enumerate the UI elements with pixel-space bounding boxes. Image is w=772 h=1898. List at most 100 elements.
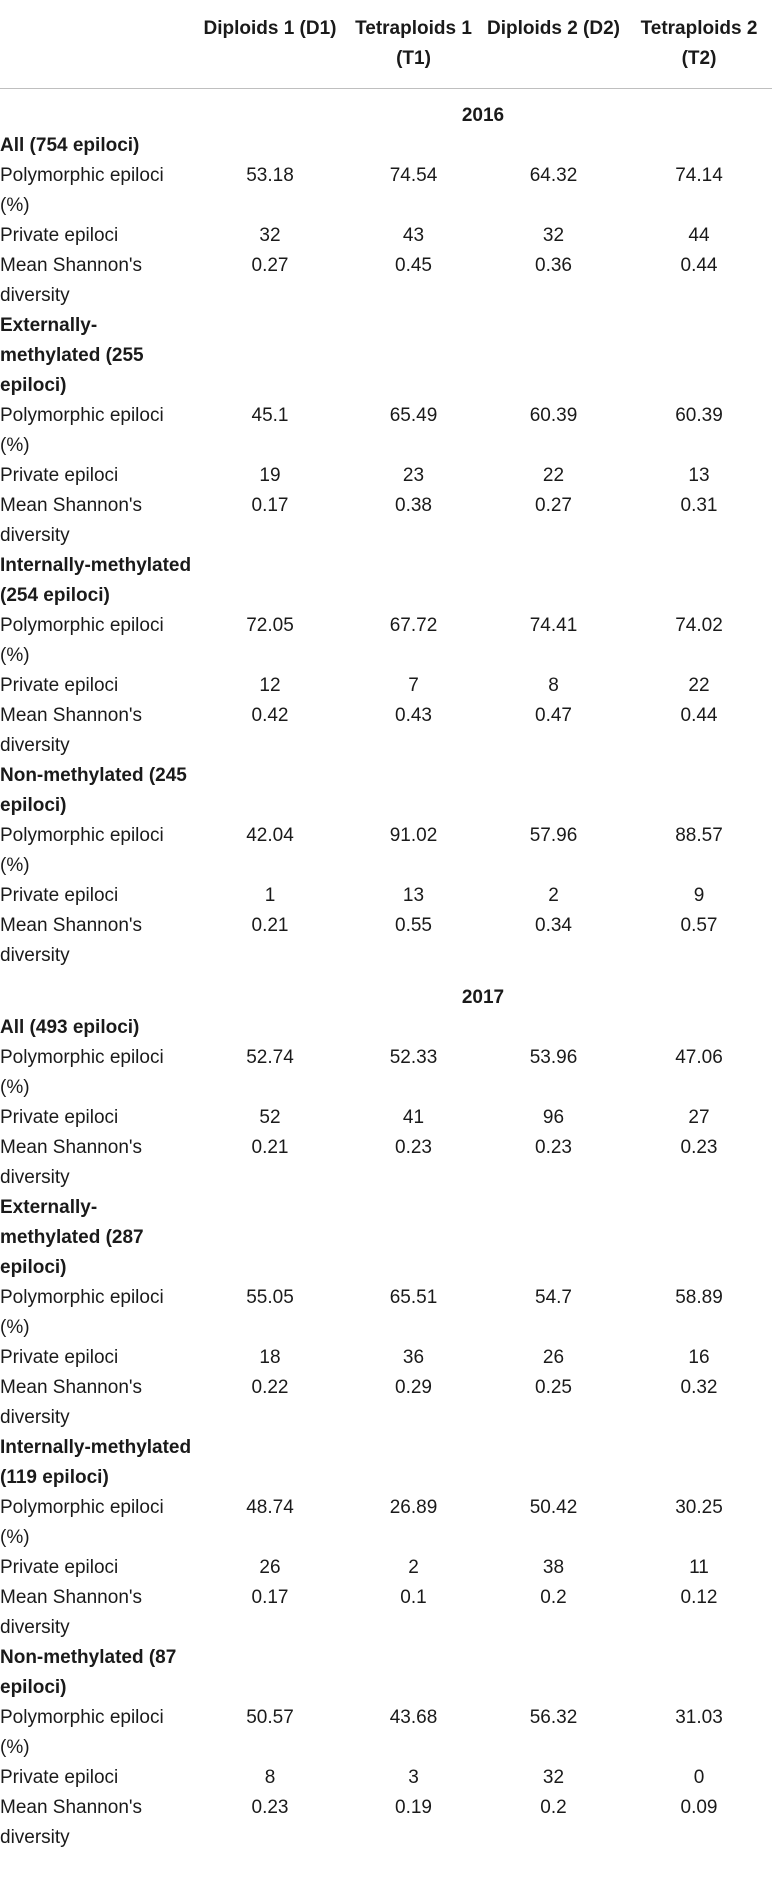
value-cell: 11 — [689, 1556, 709, 1578]
row-label: Mean Shannon's diversity — [0, 1376, 143, 1428]
value-cell: 0.1 — [400, 1586, 427, 1608]
table-row: Private epiloci 19 23 22 13 — [0, 461, 772, 491]
value-cell: 22 — [688, 674, 710, 696]
group-title: Externally-methylated (287 epiloci) — [0, 1196, 144, 1278]
value-cell: 96 — [542, 1106, 565, 1128]
row-label: Private epiloci — [0, 674, 119, 696]
value-cell: 72.05 — [246, 614, 294, 636]
empty-cell — [194, 1643, 346, 1703]
group-row: Externally-methylated (255 epiloci) — [0, 311, 772, 401]
value-cell: 18 — [259, 1346, 281, 1368]
value-cell: 67.72 — [389, 614, 438, 636]
row-label: Private epiloci — [0, 1556, 119, 1578]
value-cell: 23 — [402, 464, 425, 486]
empty-cell — [346, 1013, 481, 1043]
value-cell: 0.23 — [680, 1136, 718, 1158]
value-cell: 41 — [402, 1106, 425, 1128]
value-cell: 50.42 — [529, 1496, 578, 1518]
empty-cell — [346, 1193, 481, 1283]
value-cell: 64.32 — [529, 164, 578, 186]
year-spacer-cell — [0, 88, 194, 131]
value-cell: 2 — [548, 884, 559, 906]
empty-cell — [626, 761, 772, 821]
group-title: Internally-methylated (119 epiloci) — [0, 1436, 192, 1488]
empty-cell — [194, 1013, 346, 1043]
header-cell-d2: Diploids 2 (D2) — [486, 18, 620, 39]
value-cell: 3 — [408, 1766, 419, 1788]
header-cell-t2: Tetraploids 2 (T2) — [640, 18, 758, 69]
value-cell: 32 — [542, 1766, 565, 1788]
table-row: Polymorphic epiloci (%) 42.04 91.02 57.96 88… — [0, 821, 772, 881]
value-cell: 0.27 — [251, 254, 289, 276]
table-row: Private epiloci 32 43 32 44 — [0, 221, 772, 251]
empty-cell — [481, 551, 626, 611]
value-cell: 0.22 — [251, 1376, 289, 1398]
table-row: Polymorphic epiloci (%) 72.05 67.72 74.41 74… — [0, 611, 772, 671]
value-cell: 26 — [542, 1346, 565, 1368]
empty-cell — [346, 311, 481, 401]
row-label: Private epiloci — [0, 1106, 119, 1128]
table-row: Mean Shannon's diversity 0.22 0.29 0.25 0.32 — [0, 1373, 772, 1433]
row-label: Polymorphic epiloci (%) — [0, 164, 164, 216]
table-row: Polymorphic epiloci (%) 50.57 43.68 56.32 31… — [0, 1703, 772, 1763]
table-row: Polymorphic epiloci (%) 53.18 74.54 64.32 74… — [0, 161, 772, 221]
value-cell: 19 — [259, 464, 281, 486]
empty-cell — [194, 761, 346, 821]
row-label: Polymorphic epiloci (%) — [0, 824, 164, 876]
header-row: Diploids 1 (D1) Tetraploids 1 (T1) Diplo… — [0, 0, 772, 88]
year-row: 2017 — [0, 971, 772, 1013]
value-cell: 0 — [693, 1766, 705, 1788]
data-table: Diploids 1 (D1) Tetraploids 1 (T1) Diplo… — [0, 0, 772, 1853]
header-cell-d1: Diploids 1 (D1) — [203, 18, 337, 39]
value-cell: 9 — [693, 884, 705, 906]
value-cell: 0.09 — [680, 1796, 718, 1818]
value-cell: 13 — [402, 884, 425, 906]
value-cell: 31.03 — [675, 1706, 723, 1728]
group-row: Internally-methylated (254 epiloci) — [0, 551, 772, 611]
value-cell: 52.33 — [389, 1046, 438, 1068]
empty-cell — [481, 1193, 626, 1283]
value-cell: 26 — [259, 1556, 281, 1578]
empty-cell — [194, 1193, 346, 1283]
table-row: Polymorphic epiloci (%) 52.74 52.33 53.96 47… — [0, 1043, 772, 1103]
value-cell: 65.49 — [389, 404, 438, 426]
empty-cell — [626, 1643, 772, 1703]
value-cell: 0.42 — [251, 704, 289, 726]
table-header: Diploids 1 (D1) Tetraploids 1 (T1) Diplo… — [0, 0, 772, 88]
group-title: Externally-methylated (255 epiloci) — [0, 314, 144, 396]
row-label: Mean Shannon's diversity — [0, 1586, 143, 1638]
value-cell: 50.57 — [246, 1706, 294, 1728]
row-label: Private epiloci — [0, 1346, 119, 1368]
value-cell: 0.34 — [535, 914, 572, 936]
row-label: Mean Shannon's diversity — [0, 1136, 143, 1188]
empty-cell — [194, 311, 346, 401]
table-row: Private epiloci 18 36 26 16 — [0, 1343, 772, 1373]
value-cell: 54.7 — [535, 1286, 572, 1308]
row-label: Mean Shannon's diversity — [0, 494, 143, 546]
empty-cell — [626, 131, 772, 161]
value-cell: 0.38 — [395, 494, 432, 516]
row-label: Polymorphic epiloci (%) — [0, 1496, 164, 1548]
value-cell: 53.96 — [529, 1046, 578, 1068]
table-row: Mean Shannon's diversity 0.23 0.19 0.2 0.09 — [0, 1793, 772, 1853]
value-cell: 0.27 — [535, 494, 572, 516]
value-cell: 44 — [688, 224, 710, 246]
table-row: Private epiloci 8 3 32 0 — [0, 1763, 772, 1793]
value-cell: 0.44 — [680, 704, 718, 726]
group-row: Externally-methylated (287 epiloci) — [0, 1193, 772, 1283]
header-cell-blank — [0, 0, 194, 88]
value-cell: 22 — [542, 464, 565, 486]
value-cell: 13 — [688, 464, 710, 486]
empty-cell — [481, 1433, 626, 1493]
table-row: Mean Shannon's diversity 0.21 0.23 0.23 0.23 — [0, 1133, 772, 1193]
empty-cell — [481, 1643, 626, 1703]
value-cell: 74.14 — [675, 164, 723, 186]
value-cell: 74.02 — [675, 614, 723, 636]
value-cell: 12 — [259, 674, 281, 696]
value-cell: 45.1 — [251, 404, 289, 426]
table-row: Mean Shannon's diversity 0.21 0.55 0.34 0.57 — [0, 911, 772, 971]
value-cell: 0.31 — [680, 494, 718, 516]
value-cell: 38 — [542, 1556, 565, 1578]
value-cell: 88.57 — [675, 824, 723, 846]
table-row: Polymorphic epiloci (%) 55.05 65.51 54.7 58.… — [0, 1283, 772, 1343]
